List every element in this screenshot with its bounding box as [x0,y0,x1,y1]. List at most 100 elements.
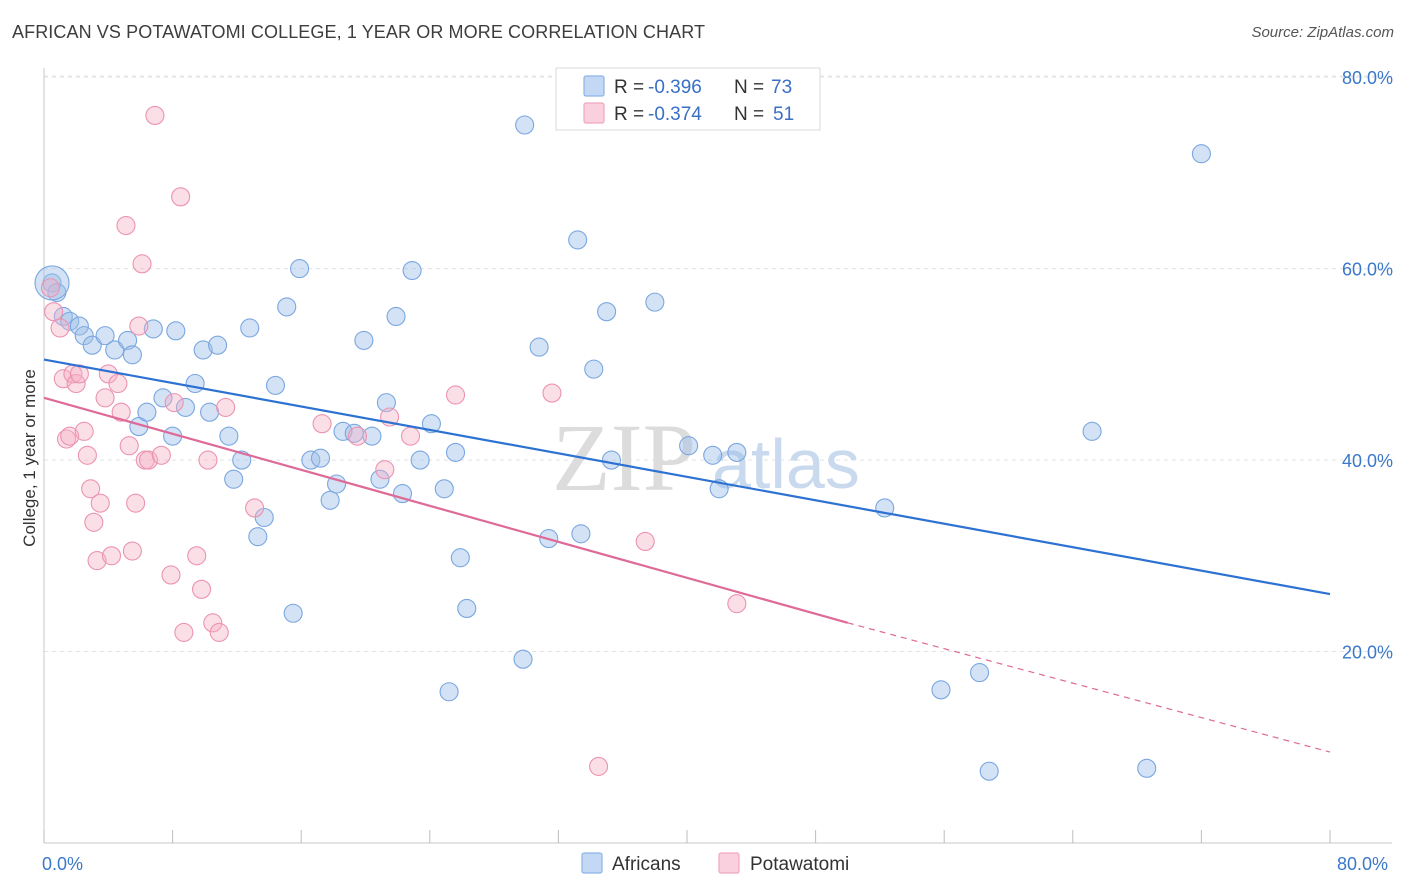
potawatomi-point [84,512,104,532]
legend-r-label-potawatomi: R = [614,104,644,125]
africans-point [970,663,990,683]
potawatomi-point [400,426,421,446]
potawatomi-point [87,551,107,571]
legend-n-label-potawatomi: N = [734,104,764,125]
africans-point [60,311,80,331]
grid-lines [44,75,1392,653]
africans-point [248,527,268,547]
watermark-atlas: atlas [712,425,860,503]
africans-point [283,603,303,623]
africans-point [82,335,102,355]
bottom-legend-swatch-africans [581,852,603,874]
potawatomi-point [60,426,80,446]
africans-point [529,337,549,357]
africans-point [645,292,665,312]
potawatomi-point [635,531,655,551]
y-tick-label-20: 20.0% [1342,643,1393,663]
source-credit: Source: ZipAtlas.com [1251,24,1394,41]
y-tick-labels: 20.0% 40.0% 60.0% 80.0% [1342,68,1393,662]
potawatomi-point [111,402,131,422]
potawatomi-point [191,579,212,599]
africans-point [931,680,951,700]
africans-point [392,484,413,504]
legend-swatch-africans [583,75,605,97]
legend-box: R = -0.396 N = 73 R = -0.374 N = 51 [555,67,821,131]
africans-point [1191,144,1211,164]
africans-point [265,375,286,395]
potawatomi-point [145,105,165,125]
potawatomi-point [81,479,101,499]
x-tick-label-min: 0.0% [42,854,83,874]
potawatomi-point [95,388,115,408]
bottom-legend-swatch-potawatomi [718,852,740,874]
potawatomi-point [347,426,368,446]
africans-point [386,306,406,327]
series-africans-points [34,115,1211,781]
potawatomi-trend-line [43,396,849,624]
africans-point [153,388,173,408]
africans-point [354,330,374,350]
africans-point [679,436,699,456]
africans-point [457,598,477,619]
africans-point [597,302,617,322]
africans-point [439,682,459,702]
y-tick-label-40: 40.0% [1342,451,1393,471]
potawatomi-trend-extension [847,622,1331,753]
potawatomi-point [90,493,110,513]
africans-point [277,297,297,317]
y-axis-label: College, 1 year or more [20,369,39,547]
potawatomi-point [187,546,207,566]
potawatomi-point [161,565,181,585]
x-tick-label-max: 80.0% [1337,854,1388,874]
potawatomi-point [174,622,194,642]
potawatomi-point [138,450,159,470]
potawatomi-point [40,278,60,298]
africans-point [118,330,138,350]
africans-point [301,450,321,470]
africans-point [95,326,115,346]
potawatomi-point [375,460,395,480]
africans-point [185,373,205,394]
legend-swatch-potawatomi [583,102,605,124]
axes [43,68,1392,844]
africans-point [137,402,157,422]
watermark-zip: ZIP [552,404,696,511]
potawatomi-point [44,302,64,322]
potawatomi-point [56,429,77,449]
africans-point [513,649,533,669]
potawatomi-point [74,421,94,441]
africans-point [421,414,441,434]
africans-point [166,321,186,341]
y-tick-label-80: 80.0% [1342,68,1393,88]
africans-point [1082,421,1102,441]
potawatomi-point [101,546,122,566]
potawatomi-point [542,383,562,403]
legend-n-value-africans: 73 [771,77,792,98]
africans-point [362,426,382,446]
potawatomi-point [203,613,223,633]
africans-point [310,448,331,468]
africans-point [727,442,747,462]
legend-r-label-africans: R = [614,77,644,98]
africans-point [402,260,422,281]
africans-point [240,318,260,338]
africans-point-large [34,265,70,301]
potawatomi-point [198,450,218,470]
potawatomi-point [171,187,191,207]
potawatomi-point [216,397,236,417]
africans-point [193,340,213,360]
potawatomi-point [129,316,149,336]
africans-point [122,345,142,365]
potawatomi-point [589,756,609,776]
africans-point [571,524,591,544]
bottom-legend: Africans Potawatomi [581,852,849,875]
africans-point [979,761,999,781]
africans-point [69,316,89,336]
potawatomi-point [151,445,171,465]
legend-n-value-potawatomi: 51 [773,104,794,125]
potawatomi-point [445,385,466,405]
potawatomi-point [164,393,184,413]
x-tick-labels: 0.0% 80.0% [42,854,1388,874]
africans-point [410,450,430,470]
